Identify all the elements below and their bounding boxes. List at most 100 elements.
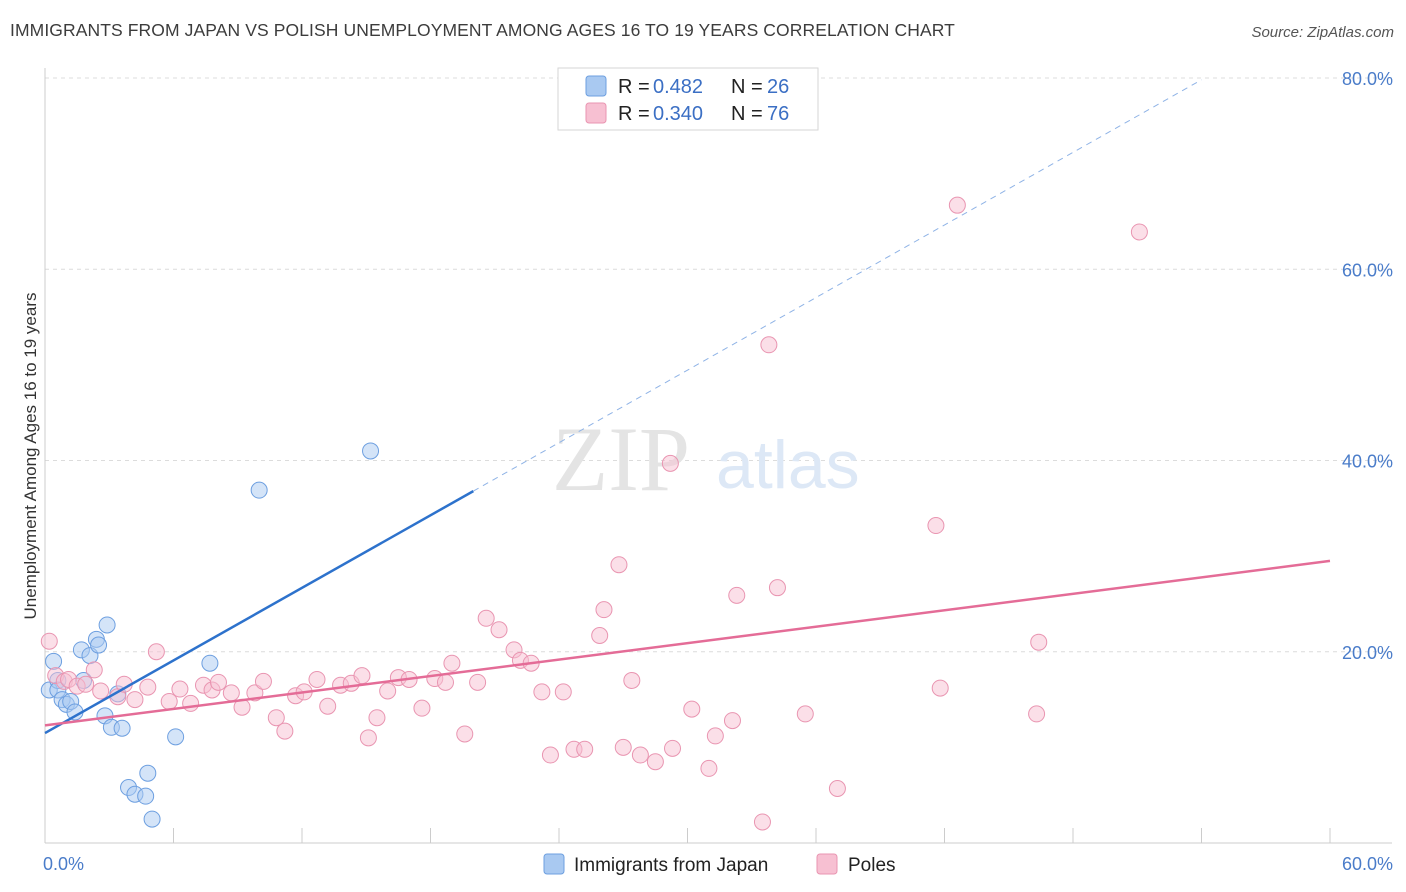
trend-lines [44, 79, 1331, 735]
point-poles [126, 691, 144, 709]
point-poles [554, 683, 572, 701]
series-legend: Immigrants from Japan Poles [543, 853, 896, 876]
y-axis-label: Unemployment Among Ages 16 to 19 years [21, 293, 40, 620]
point-poles [576, 740, 594, 758]
point-japan [98, 616, 116, 634]
point-poles [436, 673, 454, 691]
point-poles [595, 601, 613, 619]
y-tick-label: 40.0% [1342, 452, 1393, 472]
point-poles [413, 699, 431, 717]
point-poles [541, 746, 559, 764]
x-tick-label: 0.0% [43, 854, 84, 874]
chart-title: IMMIGRANTS FROM JAPAN VS POLISH UNEMPLOY… [10, 20, 955, 40]
point-poles [683, 700, 701, 718]
point-poles [723, 712, 741, 730]
point-poles [139, 678, 157, 696]
point-poles [379, 682, 397, 700]
point-poles [359, 729, 377, 747]
watermark: ZIP atlas [552, 408, 860, 510]
point-poles [533, 683, 551, 701]
point-poles [353, 667, 371, 685]
point-japan [201, 654, 219, 672]
trend-extension-japan [473, 79, 1202, 492]
trend-line-poles [44, 559, 1331, 727]
point-poles [254, 672, 272, 690]
point-poles [469, 673, 487, 691]
point-poles [591, 626, 609, 644]
legend-n-value-poles: 76 [767, 103, 789, 125]
point-poles [931, 679, 949, 697]
point-poles [948, 196, 966, 214]
point-japan [167, 728, 185, 746]
source-note: Source: ZipAtlas.com [1251, 24, 1394, 41]
point-poles [614, 738, 632, 756]
series-legend-label-japan: Immigrants from Japan [574, 855, 768, 876]
legend-r-value-poles: 0.340 [653, 103, 703, 125]
point-poles [443, 654, 461, 672]
series-legend-swatch-poles [816, 853, 838, 875]
point-japan [143, 810, 161, 828]
point-japan [139, 764, 157, 782]
point-poles [77, 675, 95, 693]
legend-r-label-poles: R = [618, 103, 650, 125]
legend-swatch-japan [585, 75, 607, 97]
y-tick-label: 20.0% [1342, 643, 1393, 663]
point-poles [610, 556, 628, 574]
legend-n-label-poles: N = [731, 103, 763, 125]
point-japan [45, 652, 63, 670]
point-poles [209, 673, 227, 691]
y-tick-label: 80.0% [1342, 69, 1393, 89]
point-poles [700, 759, 718, 777]
point-poles [760, 336, 778, 354]
legend-r-label-japan: R = [618, 76, 650, 98]
point-poles [368, 709, 386, 727]
data-points [40, 196, 1148, 831]
point-poles [646, 753, 664, 771]
point-poles [267, 709, 285, 727]
tick-labels: 20.0% 40.0% 60.0% 80.0% 0.0% 60.0% [43, 69, 1393, 874]
point-poles [308, 670, 326, 688]
point-poles [631, 746, 649, 764]
legend-r-value-japan: 0.482 [653, 76, 703, 98]
point-poles [1030, 633, 1048, 651]
legend-swatch-poles [585, 102, 607, 124]
point-poles [319, 697, 337, 715]
point-poles [160, 692, 178, 710]
axes [44, 68, 1392, 844]
point-poles [456, 725, 474, 743]
point-poles [490, 621, 508, 639]
watermark-atlas: atlas [716, 427, 860, 503]
point-japan [113, 719, 131, 737]
point-poles [661, 454, 679, 472]
legend-n-label-japan: N = [731, 76, 763, 98]
point-poles [182, 694, 200, 712]
point-poles [828, 779, 846, 797]
trend-line-japan [44, 490, 474, 735]
point-poles [768, 579, 786, 597]
y-tick-label: 60.0% [1342, 260, 1393, 280]
point-poles [664, 739, 682, 757]
x-tick-label: 60.0% [1342, 854, 1393, 874]
stats-legend: R = 0.482 N = 26 R = 0.340 N = 76 [557, 67, 819, 131]
point-japan [137, 787, 155, 805]
point-poles [40, 632, 58, 650]
point-poles [623, 671, 641, 689]
point-poles [92, 682, 110, 700]
point-poles [1130, 223, 1148, 241]
point-japan [90, 636, 108, 654]
point-poles [728, 586, 746, 604]
series-legend-swatch-japan [543, 853, 565, 875]
legend-n-value-japan: 26 [767, 76, 789, 98]
point-poles [796, 705, 814, 723]
point-poles [706, 727, 724, 745]
point-poles [147, 643, 165, 661]
point-japan [250, 481, 268, 499]
point-poles [85, 661, 103, 679]
point-poles [276, 722, 294, 740]
grid-lines [45, 77, 1392, 653]
point-poles [753, 813, 771, 831]
point-poles [222, 684, 240, 702]
point-poles [171, 680, 189, 698]
series-legend-label-poles: Poles [848, 855, 896, 876]
